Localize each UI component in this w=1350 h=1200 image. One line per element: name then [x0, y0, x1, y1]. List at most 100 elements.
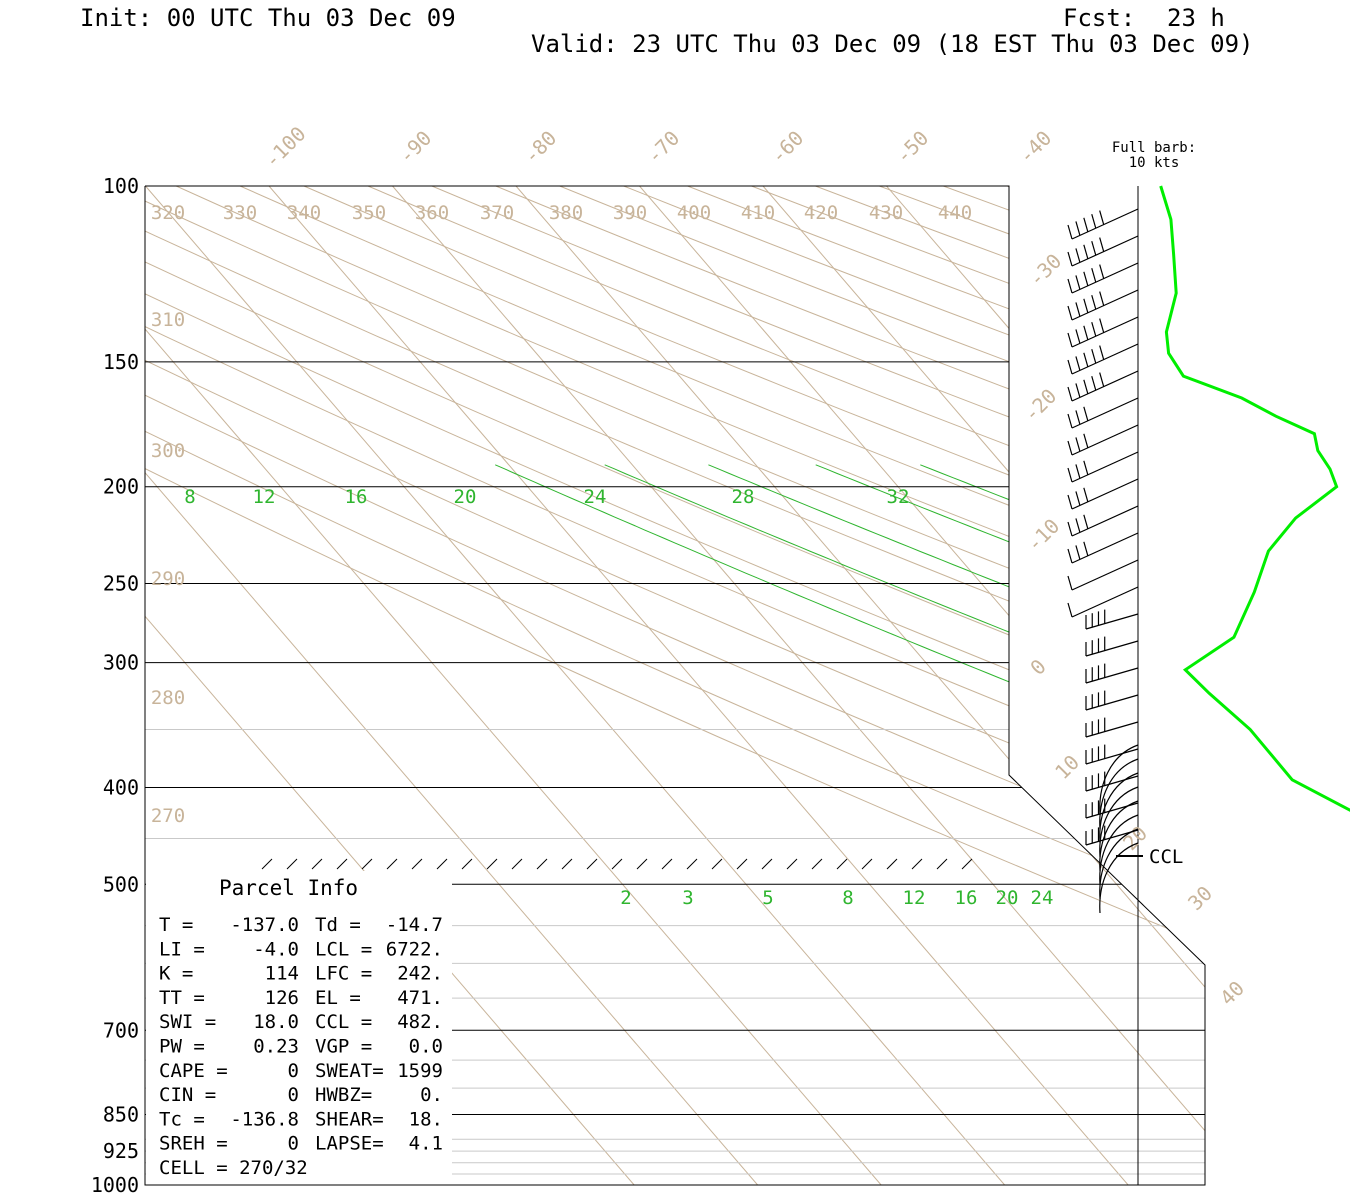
- wind-barb-flag: [1091, 376, 1097, 391]
- parcel-info-cell: HWBZ=: [315, 1084, 372, 1106]
- theta-label: 350: [352, 202, 386, 224]
- parcel-info-cell: CIN =: [159, 1084, 216, 1106]
- isotherm-line: [145, 186, 1006, 1185]
- dry-adiabat-line: [145, 186, 1205, 1185]
- wind-barb: [1099, 772, 1139, 844]
- wind-barb-flag: [1067, 494, 1073, 510]
- pressure-label: 250: [103, 572, 139, 596]
- pressure-label: 700: [103, 1018, 139, 1042]
- wind-barb-flag: [1083, 217, 1089, 232]
- parcel-info-cell: 114: [265, 963, 299, 985]
- parcel-info-cell: CCL =: [315, 1011, 372, 1033]
- parcel-info-cell: TT =: [159, 987, 205, 1009]
- pressure-label: 1000: [91, 1173, 139, 1197]
- wind-barb-flag: [1099, 318, 1105, 333]
- mixing-ratio-label: 12: [903, 887, 926, 909]
- isotherm-line: [1009, 186, 1205, 1185]
- parcel-info-cell: 18.0: [253, 1011, 299, 1033]
- parcel-info-cell: SHEAR=: [315, 1108, 384, 1130]
- wind-barb: [1071, 289, 1139, 321]
- wind-barb: [1071, 586, 1139, 618]
- wind-barb: [1071, 451, 1139, 483]
- parcel-info-cell: Tc =: [159, 1108, 205, 1130]
- wind-barb: [1071, 208, 1139, 240]
- wind-barb-flag: [1083, 514, 1089, 529]
- tick-mark: [561, 858, 573, 870]
- parcel-info-cell: 0.23: [253, 1036, 299, 1058]
- parcel-info-cell: PW =: [159, 1036, 205, 1058]
- wind-barb: [1099, 800, 1139, 872]
- parcel-info-cell: 0: [288, 1133, 299, 1155]
- dry-adiabat-line: [623, 186, 1205, 1185]
- moist-adiabat-label: 12: [253, 486, 276, 508]
- wind-barb-flag: [1067, 602, 1073, 618]
- tick-mark: [361, 858, 373, 870]
- tick-mark: [786, 858, 798, 870]
- wind-barb: [1099, 786, 1139, 858]
- theta-label: 390: [613, 202, 647, 224]
- wind-barb: [1099, 842, 1139, 914]
- wind-barb-flag: [1067, 575, 1073, 591]
- theta-label: 340: [287, 202, 321, 224]
- pressure-label: 400: [103, 775, 139, 799]
- theta-label: 280: [151, 687, 185, 709]
- isotherm-label: -80: [519, 126, 562, 169]
- parcel-info-cell: LFC =: [315, 963, 372, 985]
- wind-barb: [1071, 424, 1139, 456]
- wind-barb-flag: [1099, 372, 1105, 387]
- tick-mark: [911, 858, 923, 870]
- dry-adiabat-line: [1070, 186, 1205, 1185]
- temperature-profile-line: [1159, 185, 1350, 812]
- pressure-label: 150: [103, 350, 139, 374]
- temperature-profile: [1159, 185, 1350, 812]
- wind-barb-flag: [1067, 332, 1073, 348]
- tick-mark: [886, 858, 898, 870]
- theta-label: 320: [151, 202, 185, 224]
- tick-mark: [961, 858, 973, 870]
- wind-barb-flag: [1083, 271, 1089, 286]
- wind-barb-flag: [1075, 437, 1081, 452]
- isotherm-line: [639, 186, 1205, 1185]
- wind-barb: [1071, 262, 1139, 294]
- frame-outline: [144, 185, 1206, 1186]
- isotherm-label: 0: [1025, 654, 1050, 679]
- mixing-ratio-label: 5: [762, 887, 773, 909]
- parcel-info-cell: LCL =: [315, 938, 372, 960]
- tick-mark: [711, 858, 723, 870]
- moist-adiabat-line: [495, 464, 1205, 1185]
- parcel-info-cell: -136.8: [230, 1108, 299, 1130]
- wind-barb: [1071, 235, 1139, 267]
- ccl-label: CCL: [1149, 846, 1183, 868]
- tick-mark: [636, 858, 648, 870]
- wind-barb-flag: [1083, 352, 1089, 367]
- parcel-info-cell: 126: [265, 987, 299, 1009]
- parcel-info-title: Parcel Info: [219, 876, 358, 900]
- wind-barb: [1085, 721, 1139, 738]
- wind-barb-flag: [1091, 268, 1097, 283]
- dry-adiabat-line: [145, 186, 1205, 1185]
- wind-barb-flag: [1083, 298, 1089, 313]
- isotherm-label: -40: [1014, 126, 1057, 169]
- wind-barb-flag: [1091, 322, 1097, 337]
- moist-adiabat-lines: [495, 464, 1205, 1185]
- wind-barb-flag: [1067, 521, 1073, 537]
- theta-label: 300: [151, 440, 185, 462]
- isotherm-label: 10: [1050, 750, 1084, 784]
- dry-adiabat-line: [145, 186, 1205, 1185]
- tick-mark: [486, 858, 498, 870]
- isotherm-label: 20: [1118, 821, 1152, 855]
- parcel-info-cell: CELL = 270/32: [159, 1157, 308, 1179]
- isotherm-line: [886, 186, 1205, 1185]
- isotherm-line: [1257, 186, 1350, 1185]
- wind-barb-flag: [1083, 487, 1089, 502]
- parcel-info-cell: SWI =: [159, 1011, 216, 1033]
- isotherm-label: -90: [394, 126, 437, 169]
- wind-barb-flag: [1067, 305, 1073, 321]
- wind-barb-flag: [1075, 275, 1081, 290]
- wind-barb-flag: [1099, 291, 1105, 306]
- tick-mark: [336, 858, 348, 870]
- moist-adiabat-line: [1195, 464, 1205, 1185]
- wind-barb-flag: [1067, 467, 1073, 483]
- wind-barb-flag: [1075, 329, 1081, 344]
